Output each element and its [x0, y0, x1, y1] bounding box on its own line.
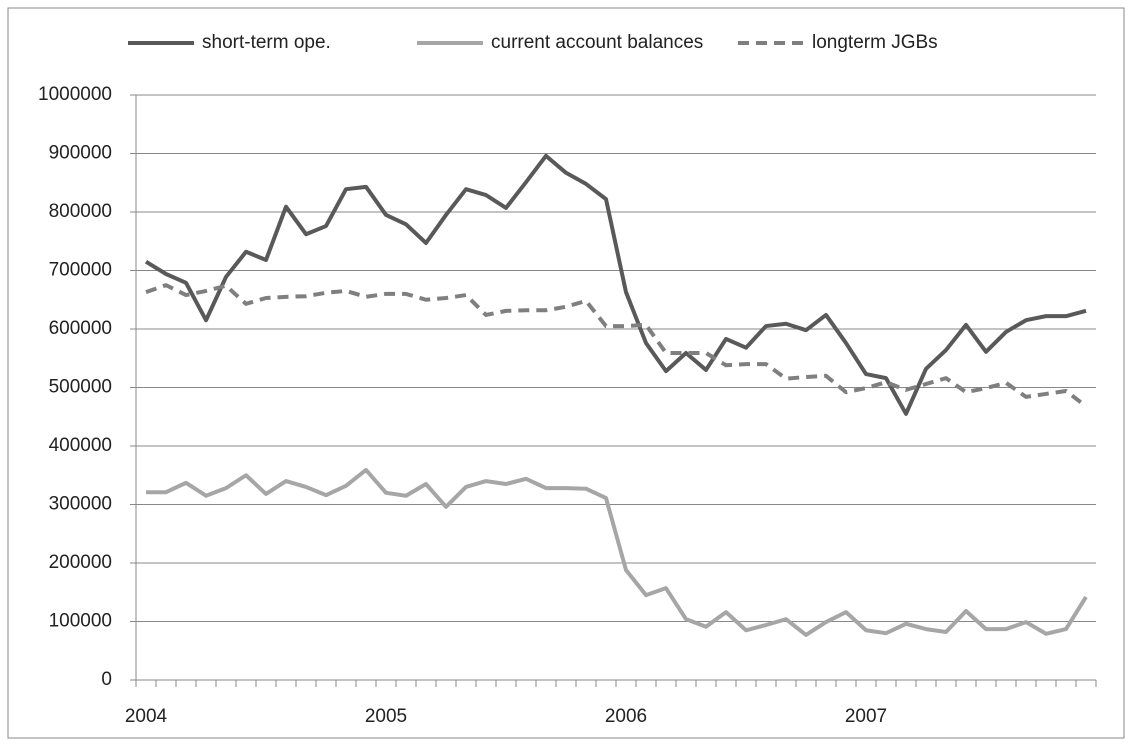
x-tick-label: 2005	[365, 706, 407, 727]
series-line	[146, 467, 1088, 637]
y-tick-label: 300000	[49, 494, 112, 515]
y-tick-label: 1000000	[38, 84, 112, 105]
legend-label: current account balances	[491, 32, 703, 53]
legend-label: longterm JGBs	[812, 32, 938, 53]
chart-frame	[7, 7, 1125, 739]
x-tick-label: 2006	[605, 706, 647, 727]
y-tick-label: 700000	[49, 260, 112, 281]
y-tick-label: 0	[101, 669, 112, 690]
y-tick-label: 600000	[49, 318, 112, 339]
y-tick-label: 200000	[49, 552, 112, 573]
y-tick-label: 800000	[49, 201, 112, 222]
y-tick-label: 400000	[49, 435, 112, 456]
x-tick-label: 2004	[125, 706, 168, 727]
y-tick-label: 500000	[49, 377, 112, 398]
x-tick-label: 2007	[845, 706, 887, 727]
series-line	[145, 283, 1088, 408]
series-line	[144, 153, 1087, 416]
legend-label: short-term ope.	[202, 32, 331, 53]
y-tick-label: 900000	[49, 143, 112, 164]
y-tick-label: 100000	[49, 611, 112, 632]
